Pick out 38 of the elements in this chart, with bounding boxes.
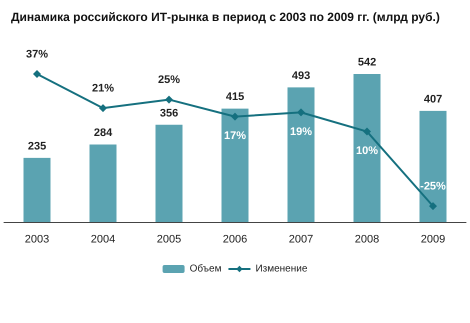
data-label: 235 xyxy=(28,140,46,152)
bar xyxy=(288,87,314,222)
data-label: -25% xyxy=(420,180,446,193)
data-label: 542 xyxy=(358,56,376,68)
data-label: 19% xyxy=(290,126,312,138)
point xyxy=(297,108,305,116)
point xyxy=(165,96,173,104)
legend-label: Изменение xyxy=(255,264,308,274)
x-tick-label: 2009 xyxy=(420,234,446,246)
bar xyxy=(222,108,248,222)
data-label: 493 xyxy=(292,70,310,82)
bar xyxy=(354,74,380,222)
bar xyxy=(420,110,446,222)
data-label: 356 xyxy=(160,107,178,120)
bar xyxy=(24,158,50,222)
x-tick-label: 2007 xyxy=(288,234,314,246)
data-label: 37% xyxy=(26,48,48,60)
point xyxy=(231,112,239,121)
bar xyxy=(90,144,116,222)
data-label: 284 xyxy=(94,126,114,139)
point xyxy=(429,202,437,210)
point xyxy=(33,70,41,78)
bar xyxy=(156,124,182,222)
x-tick-label: 2005 xyxy=(156,234,182,246)
data-label: 407 xyxy=(424,93,442,106)
x-tick-label: 2008 xyxy=(354,234,380,246)
data-label: 21% xyxy=(92,82,114,95)
point xyxy=(99,104,107,112)
x-tick-label: 2003 xyxy=(24,234,50,246)
chart-title: Динамика российского ИТ-рынка в период с 2003 по 2009 гг. (млрд руб.) xyxy=(11,10,440,24)
data-label: 25% xyxy=(158,74,180,86)
point xyxy=(363,128,371,136)
data-label: 415 xyxy=(226,91,244,104)
legend-label: Объем xyxy=(190,264,222,274)
x-tick-label: 2006 xyxy=(222,234,248,246)
data-label: 10% xyxy=(356,145,378,158)
data-label: 17% xyxy=(224,130,246,142)
x-tick-label: 2004 xyxy=(90,234,116,246)
